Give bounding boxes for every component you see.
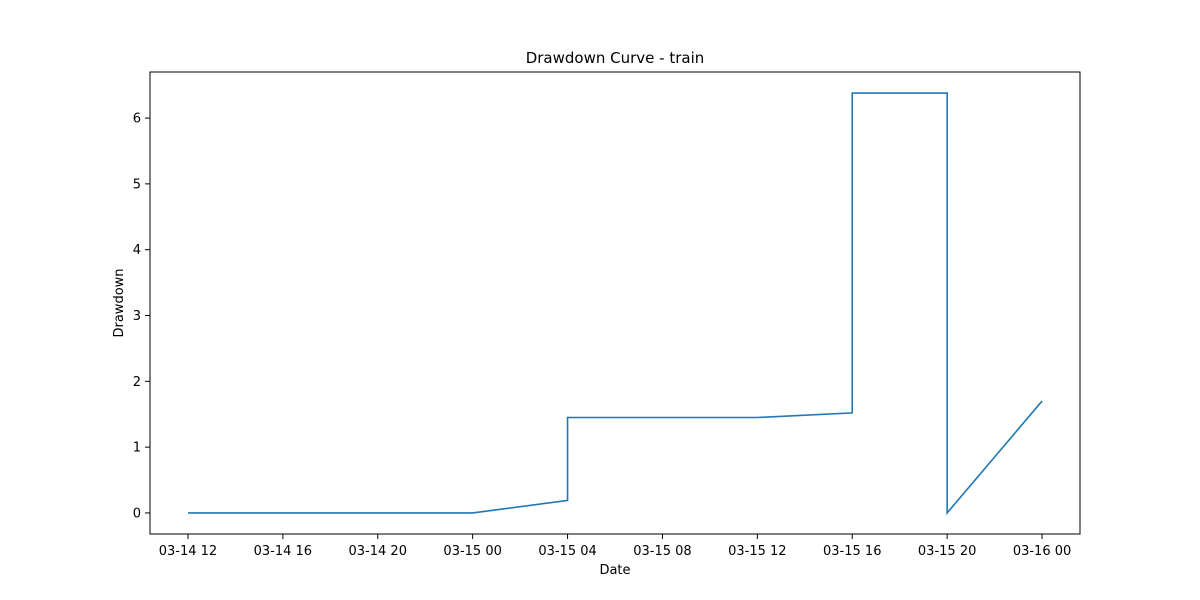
x-tick-label: 03-15 12 [728,544,786,559]
x-tick-label: 03-15 00 [443,544,501,559]
x-tick-label: 03-15 08 [633,544,691,559]
series-layer [187,92,1043,516]
x-axis-label: Date [599,563,630,578]
x-axis: 03-14 12 03-14 16 03-14 20 03-15 00 03-15 04… [159,534,1071,559]
chart-title: Drawdown Curve - train [526,49,705,67]
y-tick-label: 3 [133,309,141,324]
x-tick-label: 03-15 04 [538,544,596,559]
y-tick-label: 6 [133,112,141,127]
y-axis: 0 1 2 3 4 5 6 [133,112,150,521]
plot-frame [149,71,1081,535]
y-tick-label: 0 [133,506,141,521]
y-tick-label: 2 [133,375,141,390]
x-tick-label: 03-14 16 [254,544,312,559]
y-tick-label: 1 [133,441,141,456]
series-line-0 [187,92,1043,516]
x-tick-label: 03-15 16 [823,544,881,559]
x-tick-label: 03-14 20 [349,544,407,559]
x-tick-label: 03-14 12 [159,544,217,559]
y-tick-label: 5 [133,177,141,192]
x-tick-label: 03-16 00 [1013,544,1071,559]
plot-area [149,71,1081,535]
y-axis-label: Drawdown [112,268,127,337]
y-tick-label: 4 [133,243,141,258]
x-tick-label: 03-15 20 [918,544,976,559]
